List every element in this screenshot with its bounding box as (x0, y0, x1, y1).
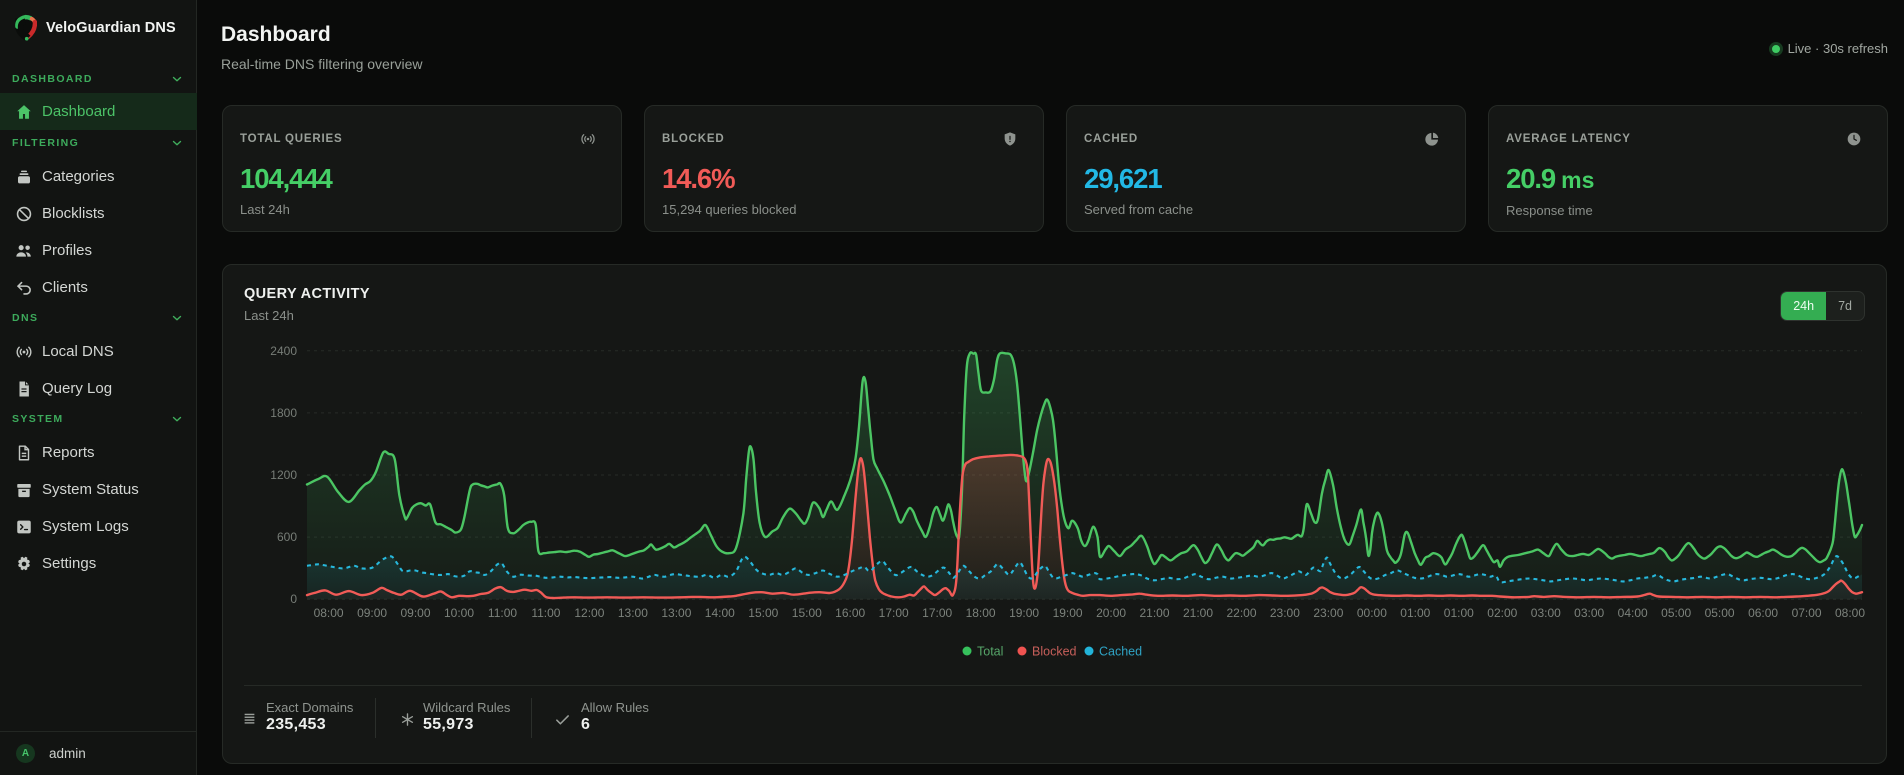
svg-text:01:00: 01:00 (1444, 606, 1474, 620)
svg-text:03:00: 03:00 (1574, 606, 1604, 620)
svg-text:17:00: 17:00 (922, 606, 952, 620)
svg-text:15:00: 15:00 (792, 606, 822, 620)
svg-text:20:00: 20:00 (1096, 606, 1126, 620)
svg-text:23:00: 23:00 (1270, 606, 1300, 620)
svg-text:01:00: 01:00 (1400, 606, 1430, 620)
svg-text:1800: 1800 (270, 406, 297, 420)
svg-text:22:00: 22:00 (1226, 606, 1256, 620)
svg-text:23:00: 23:00 (1313, 606, 1343, 620)
svg-text:04:00: 04:00 (1618, 606, 1648, 620)
svg-text:10:00: 10:00 (444, 606, 474, 620)
svg-text:Blocked: Blocked (1032, 645, 1077, 659)
svg-text:18:00: 18:00 (966, 606, 996, 620)
svg-text:21:00: 21:00 (1139, 606, 1169, 620)
svg-text:09:00: 09:00 (357, 606, 387, 620)
svg-text:00:00: 00:00 (1357, 606, 1387, 620)
svg-text:08:00: 08:00 (314, 606, 344, 620)
svg-text:1200: 1200 (270, 468, 297, 482)
svg-text:11:00: 11:00 (488, 606, 517, 620)
svg-text:09:00: 09:00 (400, 606, 430, 620)
svg-text:0: 0 (290, 592, 297, 606)
svg-text:Cached: Cached (1099, 645, 1142, 659)
svg-text:13:00: 13:00 (618, 606, 648, 620)
svg-text:06:00: 06:00 (1748, 606, 1778, 620)
svg-text:19:00: 19:00 (1053, 606, 1083, 620)
svg-text:2400: 2400 (270, 344, 297, 358)
svg-text:12:00: 12:00 (574, 606, 604, 620)
svg-text:19:00: 19:00 (1009, 606, 1039, 620)
svg-text:Total: Total (977, 645, 1003, 659)
svg-text:03:00: 03:00 (1531, 606, 1561, 620)
svg-text:14:00: 14:00 (705, 606, 735, 620)
svg-text:05:00: 05:00 (1661, 606, 1691, 620)
svg-text:07:00: 07:00 (1792, 606, 1822, 620)
svg-text:02:00: 02:00 (1487, 606, 1517, 620)
svg-text:17:00: 17:00 (879, 606, 909, 620)
svg-text:15:00: 15:00 (748, 606, 778, 620)
svg-text:11:00: 11:00 (531, 606, 560, 620)
svg-text:05:00: 05:00 (1705, 606, 1735, 620)
svg-text:600: 600 (277, 530, 297, 544)
svg-text:16:00: 16:00 (835, 606, 865, 620)
svg-text:08:00: 08:00 (1835, 606, 1865, 620)
svg-text:13:00: 13:00 (661, 606, 691, 620)
svg-text:21:00: 21:00 (1183, 606, 1213, 620)
